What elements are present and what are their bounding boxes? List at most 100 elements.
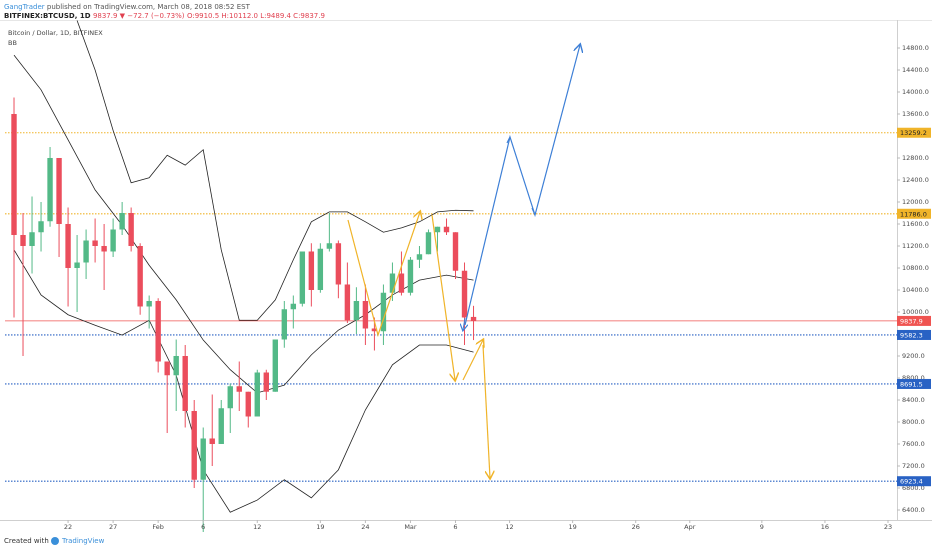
candle-body	[11, 113, 17, 235]
candle-body	[164, 361, 170, 376]
candle-body	[191, 410, 197, 480]
ohlc: O:9910.5 H:10112.0 L:9489.4 C:9837.9	[187, 12, 325, 20]
candle-body	[83, 240, 89, 263]
candle-body	[398, 273, 405, 293]
x-tick-label: 16	[821, 523, 829, 531]
level-badge	[897, 476, 931, 487]
level-badge	[897, 208, 931, 219]
candle-body	[290, 303, 297, 310]
y-tick-label: 8400.0	[902, 396, 925, 404]
chart-title: Bitcoin / Dollar, 1D, BITFINEX	[8, 29, 103, 37]
forecast-arrow-tip	[531, 207, 536, 216]
level-badge	[897, 329, 931, 340]
y-tick-label: 14400.0	[902, 66, 929, 74]
x-tick-label: 6	[201, 523, 205, 531]
candle-body	[218, 408, 224, 444]
level-label: 11786.0	[900, 210, 927, 218]
y-tick-label: 6400.0	[902, 506, 925, 514]
candle-body	[155, 300, 161, 362]
indicator-label: BB	[8, 39, 17, 47]
candle-body	[335, 243, 342, 285]
level-label: 13259.2	[900, 129, 927, 137]
x-tick-label: 6	[453, 523, 457, 531]
candle-body	[182, 355, 188, 411]
footer-brand[interactable]: TradingView	[61, 537, 105, 545]
candle-body	[101, 245, 107, 252]
footer-logo	[51, 537, 59, 545]
x-tick-label: Mar	[404, 523, 417, 531]
candle-body	[344, 284, 351, 321]
symbol: BITFINEX:BTCUSD, 1D	[4, 12, 91, 20]
candle-body	[434, 226, 441, 233]
y-tick-label: 13600.0	[902, 110, 929, 118]
x-tick-label: 19	[568, 523, 576, 531]
y-tick-label: 7600.0	[902, 440, 925, 448]
footer: Created with TradingView	[4, 537, 105, 545]
candle-body	[38, 221, 44, 233]
candle-body	[470, 316, 477, 321]
candle-body	[209, 438, 215, 444]
candle-body	[407, 259, 414, 293]
candle-body	[425, 232, 432, 255]
pattern-arrow	[462, 340, 483, 381]
forecast-arrow-tip	[506, 136, 511, 144]
candle-body	[92, 240, 98, 246]
candle-body	[389, 273, 396, 293]
level-label: 8691.5	[900, 380, 923, 388]
candle-body	[443, 226, 450, 233]
candle-body	[29, 232, 35, 246]
y-tick-label: 9200.0	[902, 352, 925, 360]
x-tick-label: Apr	[684, 523, 696, 531]
forecast-arrow	[464, 45, 580, 326]
candle-body	[128, 212, 134, 246]
candle-body	[317, 248, 324, 290]
plot	[5, 20, 897, 532]
y-tick-label: 11200.0	[902, 242, 929, 250]
x-tick-label: 24	[361, 523, 369, 531]
level-badge	[897, 127, 931, 138]
y-tick-label: 12400.0	[902, 176, 929, 184]
level-badge	[897, 378, 931, 389]
candle-body	[245, 391, 251, 417]
header-line: GangTrader published on TradingView.com,…	[4, 3, 251, 11]
y-tick-label: 14000.0	[902, 88, 929, 96]
level-label: 9837.9	[900, 317, 923, 325]
candle-body	[299, 251, 306, 304]
candle-body	[452, 232, 459, 271]
x-tick-label: Feb	[152, 523, 164, 531]
y-tick-label: 11600.0	[902, 220, 929, 228]
candle-body	[20, 234, 26, 246]
y-tick-label: 8800.0	[902, 374, 925, 382]
candle-body	[47, 157, 53, 222]
y-tick-label: 6800.0	[902, 484, 925, 492]
author[interactable]: GangTrader	[4, 3, 45, 11]
candle-body	[353, 300, 360, 321]
candle-body	[119, 212, 125, 230]
pattern-arrow	[347, 212, 420, 338]
y-tick-label: 12800.0	[902, 154, 929, 162]
candle-body	[281, 309, 288, 340]
candle-body	[380, 292, 387, 332]
candle-body	[56, 157, 62, 224]
candle-body	[461, 270, 468, 318]
candle-body	[110, 229, 116, 252]
change: 9837.9 ▼ −72.7 (−0.73%)	[93, 12, 185, 20]
published: published on TradingView.com, March 08, …	[47, 3, 251, 11]
bollinger-line	[13, 54, 474, 394]
x-tick-label: 23	[884, 523, 892, 531]
candle-body	[371, 328, 378, 332]
candle-body	[137, 245, 143, 307]
footer-created: Created with	[4, 537, 49, 545]
symbol-line: BITFINEX:BTCUSD, 1D 9837.9 ▼ −72.7 (−0.7…	[4, 12, 325, 20]
y-tick-label: 12000.0	[902, 198, 929, 206]
candle-body	[254, 372, 260, 417]
x-tick-label: 22	[64, 523, 72, 531]
pattern-arrow	[482, 344, 490, 478]
y-tick-label: 14800.0	[902, 44, 929, 52]
bollinger-line	[76, 20, 474, 321]
candle-body	[362, 300, 369, 329]
x-tick-label: 12	[505, 523, 513, 531]
annotations	[347, 45, 580, 478]
y-tick-label: 8000.0	[902, 418, 925, 426]
